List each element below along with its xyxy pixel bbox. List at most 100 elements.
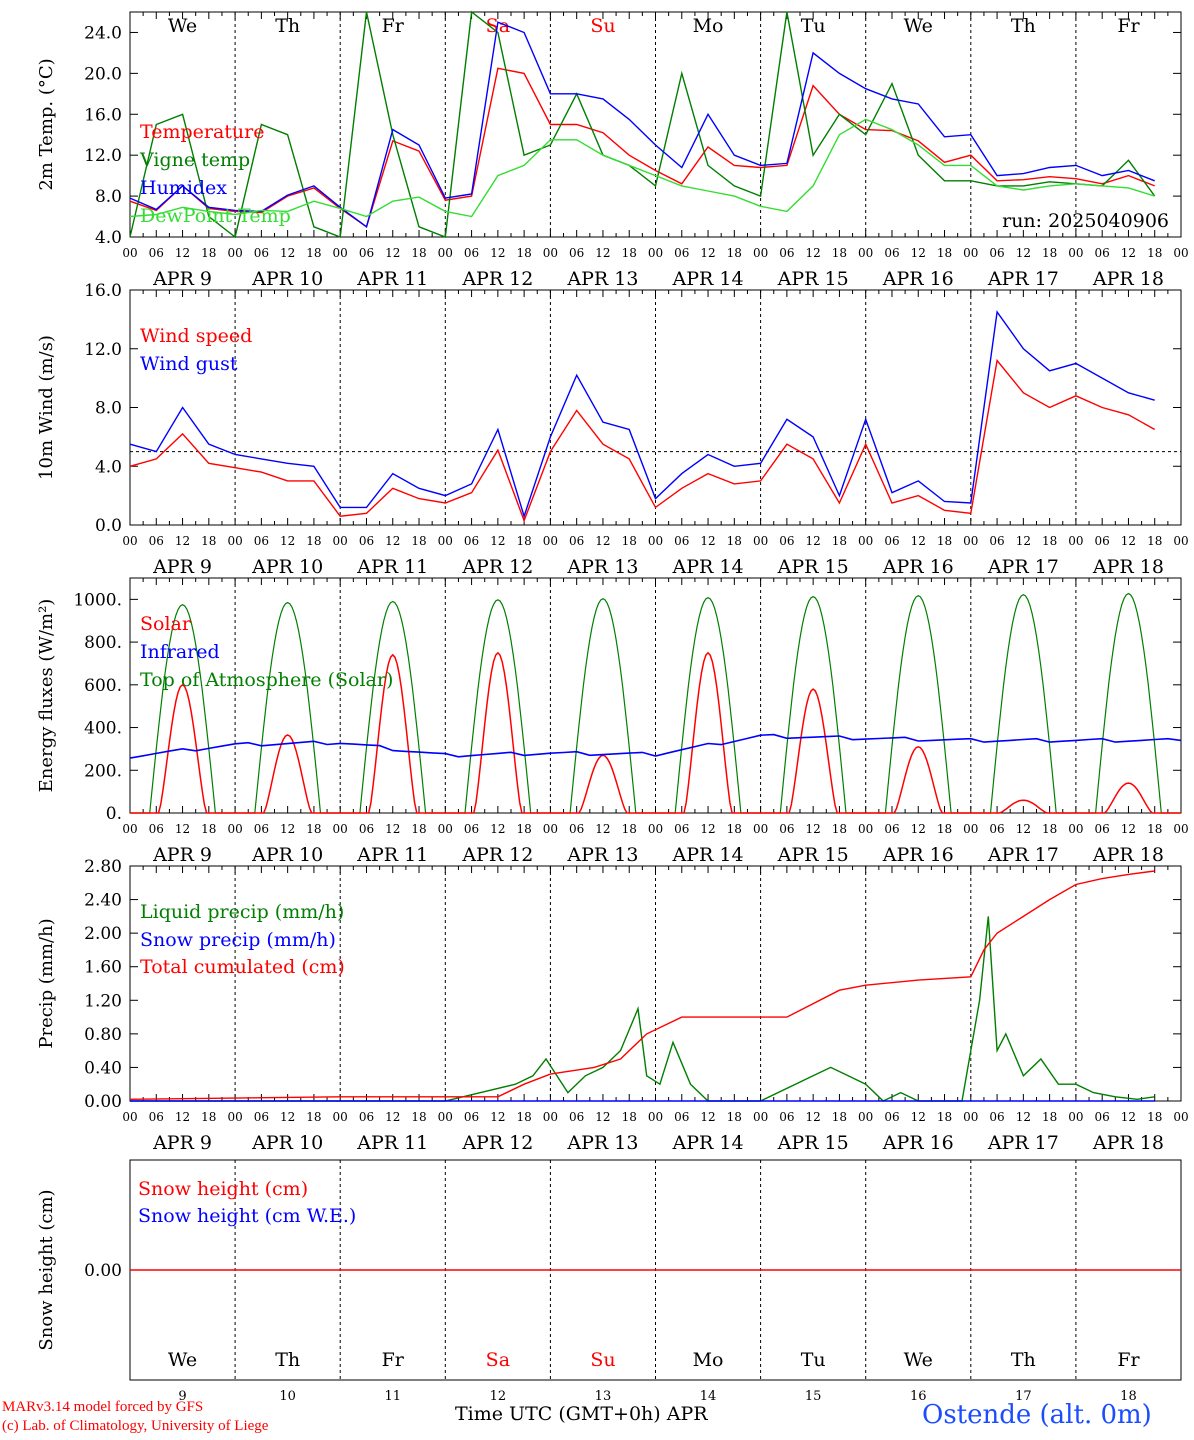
temperature-series-line [129, 67, 1155, 228]
hour-tick-label: 12 [700, 534, 715, 548]
hour-tick-label: 06 [569, 822, 584, 836]
date-label: APR 16 [882, 268, 954, 290]
hour-tick-label: 00 [753, 1110, 768, 1124]
x-axis-title-text: Time UTC (GMT+0h) [455, 1403, 661, 1425]
hour-tick-label: 00 [858, 1110, 873, 1124]
weekday-label: We [904, 1349, 933, 1371]
hour-tick-label: 18 [832, 1110, 847, 1124]
wind-series-line [129, 310, 1155, 519]
y-tick-label: 0.00 [84, 1092, 122, 1112]
hour-tick-label: 06 [1095, 534, 1110, 548]
hour-tick-label: 18 [1147, 534, 1162, 548]
hour-tick-label: 00 [227, 246, 242, 260]
hour-tick-label: 18 [622, 1110, 637, 1124]
hour-tick-label: 18 [201, 1110, 216, 1124]
station-name: Ostende (alt. 0m) [922, 1400, 1152, 1430]
hour-tick-label: 00 [227, 822, 242, 836]
hour-tick-label: 12 [700, 822, 715, 836]
hour-tick-label: 06 [989, 534, 1004, 548]
hour-tick-label: 18 [1042, 534, 1057, 548]
meteogram: 2m Temp. (°C) 4.0 8.0 12.0 16.0 20.0 24.0 00 06 1… [36, 10, 1189, 1400]
hour-tick-label: 18 [622, 822, 637, 836]
hour-tick-label: 12 [806, 822, 821, 836]
date-label: APR 11 [356, 268, 428, 290]
y-tick-label: 0.00 [84, 1261, 122, 1281]
hour-tick-label: 00 [333, 1110, 348, 1124]
hour-tick-label: 00 [438, 822, 453, 836]
weekday-label: Fr [1117, 15, 1140, 37]
day-number-label: 16 [910, 1389, 927, 1400]
hour-tick-label: 18 [1147, 246, 1162, 260]
hour-tick-label: 12 [1121, 1110, 1136, 1124]
y-tick-label: 0. [106, 804, 122, 824]
hour-tick-label: 00 [648, 1110, 663, 1124]
hour-tick-label: 18 [1042, 822, 1057, 836]
hour-tick-label: 12 [595, 246, 610, 260]
date-label: APR 10 [251, 844, 323, 866]
weekday-label: Tu [801, 1349, 826, 1371]
hour-tick-label: 12 [595, 1110, 610, 1124]
legend-entry: Wind speed [140, 325, 252, 347]
hour-tick-label: 00 [227, 534, 242, 548]
hour-tick-label: 12 [175, 1110, 190, 1124]
legend-entry: Wind gust [140, 353, 238, 375]
day-number-label: 18 [1120, 1389, 1137, 1400]
y-axis-label: Snow height (cm) [36, 1189, 57, 1350]
hour-tick-label: 06 [254, 1110, 269, 1124]
weekday-label: Th [1011, 1349, 1036, 1371]
day-number-label: 14 [700, 1389, 717, 1400]
date-label: APR 9 [152, 1132, 212, 1154]
infrared-line [129, 733, 1182, 759]
hour-tick-label: 00 [1173, 822, 1188, 836]
hour-tick-label: 06 [464, 246, 479, 260]
hour-tick-label: 06 [884, 822, 899, 836]
date-label: APR 15 [777, 844, 849, 866]
date-label: APR 9 [152, 556, 212, 578]
y-tick-label: 4.0 [95, 457, 122, 477]
hour-tick-label: 06 [464, 822, 479, 836]
hour-tick-label: 00 [648, 822, 663, 836]
y-tick-label: 0.80 [84, 1025, 122, 1045]
y-tick-label: 2.80 [84, 857, 122, 877]
date-label: APR 18 [1092, 844, 1164, 866]
hour-tick-label: 00 [1068, 246, 1083, 260]
hour-tick-label: 00 [1173, 534, 1188, 548]
hour-tick-label: 06 [359, 534, 374, 548]
hour-tick-label: 00 [122, 534, 137, 548]
legend-entry: Snow height (cm W.E.) [138, 1205, 356, 1227]
date-label: APR 12 [461, 556, 533, 578]
legend-entry: Liquid precip (mm/h) [140, 901, 344, 923]
y-tick-label: 200. [84, 761, 122, 781]
hour-tick-label: 18 [937, 246, 952, 260]
date-label: APR 16 [882, 844, 954, 866]
hour-tick-label: 12 [1121, 246, 1136, 260]
weekday-label: Su [590, 15, 615, 37]
hour-tick-label: 00 [333, 822, 348, 836]
hour-tick-label: 12 [175, 534, 190, 548]
weekday-label: Sa [486, 1349, 510, 1371]
hour-tick-label: 18 [516, 822, 531, 836]
hour-tick-label: 12 [700, 246, 715, 260]
hour-tick-label: 18 [411, 1110, 426, 1124]
date-label: APR 11 [356, 556, 428, 578]
hour-tick-label: 06 [149, 822, 164, 836]
hour-tick-label: 06 [779, 246, 794, 260]
hour-tick-label: 06 [359, 822, 374, 836]
hour-tick-label: 06 [779, 1110, 794, 1124]
hour-tick-label: 06 [1095, 1110, 1110, 1124]
hour-tick-label: 06 [779, 534, 794, 548]
y-tick-label: 2.00 [84, 924, 122, 944]
hour-tick-label: 00 [438, 534, 453, 548]
legend-entry: Total cumulated (cm) [140, 956, 345, 978]
hour-tick-label: 00 [753, 246, 768, 260]
y-tick-label: 800. [84, 633, 122, 653]
weekday-label: Th [1011, 15, 1036, 37]
hour-tick-label: 18 [411, 822, 426, 836]
hour-tick-label: 12 [490, 246, 505, 260]
weekday-label: We [168, 15, 197, 37]
hour-tick-label: 06 [779, 822, 794, 836]
hour-tick-label: 18 [937, 822, 952, 836]
date-label: APR 17 [987, 1132, 1059, 1154]
hour-tick-label: 18 [1147, 1110, 1162, 1124]
hour-tick-label: 18 [832, 822, 847, 836]
